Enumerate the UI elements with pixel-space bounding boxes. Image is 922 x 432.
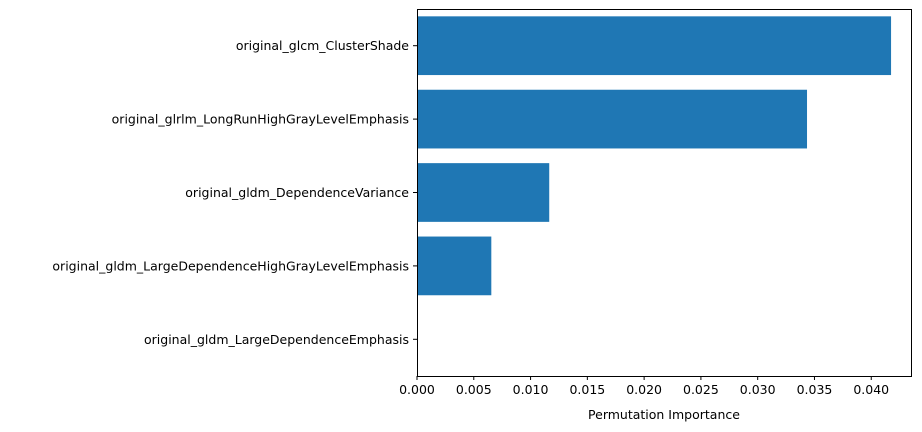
- y-tick-label: original_gldm_DependenceVariance: [185, 185, 409, 200]
- x-axis-ticks: 0.000 0.005 0.010 0.015 0.020 0.025 0.030 0.035…: [399, 376, 889, 397]
- x-tick-label: 0.025: [683, 382, 719, 397]
- y-tick-label: original_glcm_ClusterShade: [236, 38, 409, 53]
- x-tick-label: 0.030: [740, 382, 776, 397]
- bar: [417, 16, 892, 76]
- bars-group: [417, 16, 892, 296]
- x-tick-label: 0.010: [513, 382, 549, 397]
- bar: [417, 89, 808, 149]
- x-tick-label: 0.035: [797, 382, 833, 397]
- bar: [417, 236, 492, 296]
- x-tick-label: 0.020: [626, 382, 662, 397]
- x-axis-label: Permutation Importance: [588, 407, 740, 422]
- x-tick-label: 0.000: [399, 382, 435, 397]
- x-tick-label: 0.015: [569, 382, 605, 397]
- x-tick-label: 0.005: [456, 382, 492, 397]
- y-axis-ticks: original_glcm_ClusterShade original_glrlm…: [52, 38, 417, 347]
- bar: [417, 163, 550, 222]
- x-tick-label: 0.040: [853, 382, 889, 397]
- y-tick-label: original_gldm_LargeDependenceHighGrayLev…: [52, 258, 409, 273]
- plot-frame: [417, 9, 912, 377]
- y-tick-label: original_gldm_LargeDependenceEmphasis: [144, 332, 409, 347]
- y-tick-label: original_glrlm_LongRunHighGrayLevelEmpha…: [112, 112, 409, 127]
